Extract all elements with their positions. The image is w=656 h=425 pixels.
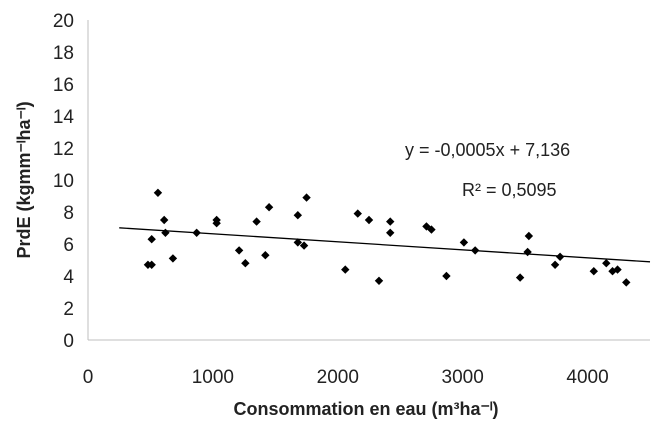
data-point	[341, 265, 350, 274]
y-tick-label: 18	[53, 43, 74, 64]
x-tick-label: 3000	[442, 367, 484, 388]
data-point	[364, 215, 374, 225]
data-point	[550, 260, 560, 269]
data-point	[386, 228, 395, 237]
data-point	[302, 193, 311, 202]
data-point	[622, 278, 631, 287]
data-point	[470, 246, 480, 255]
x-tick-label: 0	[83, 367, 94, 388]
data-point	[386, 217, 395, 226]
data-point	[192, 228, 201, 237]
y-tick-label: 8	[63, 203, 74, 224]
x-tick-label: 2000	[317, 367, 359, 388]
data-point	[153, 188, 163, 197]
y-tick-label: 4	[63, 267, 74, 288]
x-tick-label: 4000	[566, 367, 608, 388]
data-point	[589, 267, 598, 276]
data-point	[602, 259, 611, 268]
data-point	[147, 235, 156, 244]
data-point	[459, 238, 469, 247]
y-axis-title: PrdE (kgmm⁻ˡha⁻ˡ)	[14, 101, 34, 258]
x-tick-label: 1000	[192, 367, 234, 388]
data-point	[524, 231, 534, 241]
y-tick-labels: 0 2 4 6 8 10 12 14 16 18 20	[53, 11, 75, 352]
data-point	[353, 209, 362, 218]
data-point	[241, 259, 250, 268]
plot-area: 0 2 4 6 8 10 12 14 16 18 20 0 1000 2000 3000 4000	[53, 11, 651, 388]
data-point	[613, 265, 622, 274]
data-point	[212, 219, 221, 228]
data-point	[293, 238, 303, 247]
r-squared-label: R² = 0,5095	[462, 180, 557, 200]
y-tick-label: 2	[63, 299, 74, 320]
y-tick-label: 20	[53, 11, 74, 32]
y-tick-label: 0	[63, 331, 74, 352]
data-point	[147, 260, 156, 269]
data-point	[427, 225, 436, 234]
data-point	[168, 254, 178, 263]
data-point	[299, 241, 309, 250]
data-point	[159, 215, 169, 225]
data-point	[234, 246, 244, 255]
data-point	[264, 203, 274, 212]
data-point	[515, 273, 525, 282]
trendline-equation: y = -0,0005x + 7,136	[405, 140, 570, 160]
data-point	[374, 276, 384, 285]
y-tick-label: 10	[53, 171, 74, 192]
data-point	[161, 228, 170, 237]
data-point	[523, 247, 532, 257]
y-tick-label: 14	[53, 107, 75, 128]
y-tick-label: 16	[53, 75, 74, 96]
x-tick-labels: 0 1000 2000 3000 4000	[83, 367, 609, 388]
data-point	[261, 251, 270, 260]
data-points	[143, 188, 631, 287]
data-point	[555, 252, 565, 261]
x-axis-title: Consommation en eau (m³ha⁻ˡ)	[233, 399, 498, 419]
data-point	[293, 211, 303, 220]
y-tick-label: 12	[53, 139, 74, 160]
data-point	[252, 217, 261, 226]
y-tick-label: 6	[63, 235, 74, 256]
data-point	[442, 271, 451, 281]
